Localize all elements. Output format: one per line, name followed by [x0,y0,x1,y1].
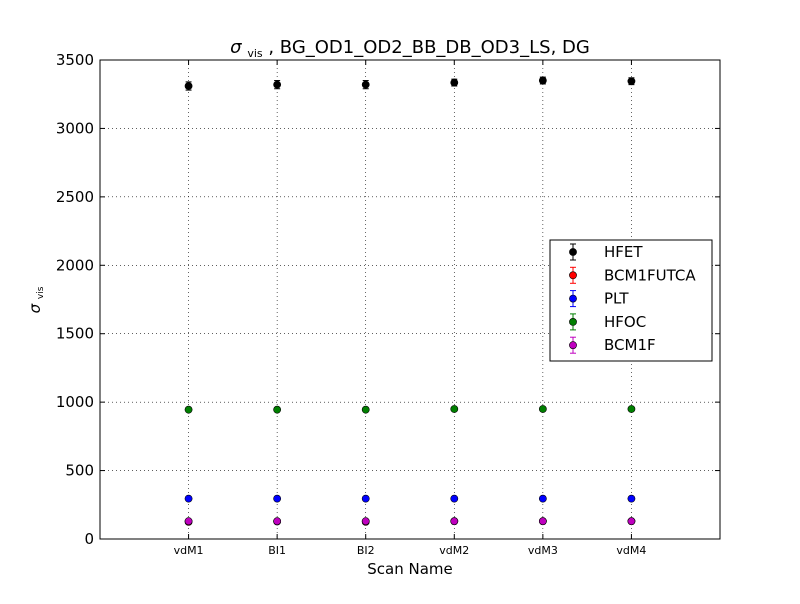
data-point-bcm1f [450,517,459,526]
legend-label: PLT [604,290,629,308]
legend-item-plt: PLT [569,290,629,308]
data-point-hfet [361,80,370,89]
y-tick-label: 1500 [56,325,94,343]
legend-marker [569,317,577,326]
series-plt [184,494,636,503]
legend-label: BCM1FUTCA [604,266,696,284]
legend-marker [569,341,577,350]
data-point-hfoc [538,405,547,413]
legend-item-bcm1f: BCM1F [569,336,656,354]
series-hfet [184,76,636,91]
data-point-hfet [450,78,459,87]
y-tick-label: 2500 [56,188,94,206]
data-point-hfet [538,76,547,85]
y-tick-layer: 0 500 1000 1500 2000 2500 3000 3500 [56,51,720,548]
data-point-plt [450,494,459,503]
data-point-plt [184,494,193,503]
legend-label: HFOC [604,313,646,331]
legend-frame [549,239,713,362]
data-point-hfet [184,82,193,90]
x-tick-label: vdM3 [528,544,558,557]
x-tick-label: vdM2 [439,544,469,557]
data-point-bcm1f [361,517,370,526]
title-text: , BG_OD1_OD2_BB_DB_OD3_LS, DG [268,37,589,58]
series-bcm1futca [184,517,636,526]
legend-item-hfoc: HFOC [569,313,646,331]
y-tick-label: 2000 [56,256,94,274]
title-sigma: σ [230,37,242,58]
data-point-bcm1f [627,517,636,526]
title-subscript: vis [247,47,263,60]
x-tick-label: BI2 [357,544,375,557]
data-point-hfoc [450,405,459,413]
legend-marker [569,271,577,280]
data-point-bcm1f [538,517,547,526]
legend-label: BCM1F [604,336,656,354]
y-label-subscript: vis [36,286,46,299]
x-tick-layer: vdM1 BI1 BI2 vdM2 vdM3 vdM4 [174,60,646,557]
data-point-hfet [273,80,282,89]
data-point-hfoc [273,405,282,414]
legend-marker [569,294,577,303]
y-tick-label: 0 [84,530,94,548]
data-point-bcm1f [273,517,282,526]
data-point-hfoc [627,405,636,413]
data-point-plt [273,494,282,503]
y-label-sigma: σ [26,303,44,313]
data-point-hfoc [361,405,370,414]
data-point-hfoc [184,405,193,414]
data-point-hfet [627,77,636,86]
x-axis-label: Scan Name [367,560,453,578]
x-tick-label: BI1 [268,544,286,557]
data-point-plt [361,494,370,503]
x-tick-label: vdM4 [616,544,646,557]
x-tick-label: vdM1 [174,544,204,557]
series-layer [184,76,636,526]
data-point-plt [538,494,547,503]
data-point-plt [627,494,636,503]
y-tick-label: 1000 [56,393,94,411]
y-tick-label: 3500 [56,51,94,69]
y-tick-label: 500 [65,462,94,480]
series-bcm1f [184,517,636,526]
legend: HFET BCM1FUTCA PLT HFOC BCM1F [549,239,713,362]
y-axis-label: σ vis [26,286,46,313]
legend-items: HFET BCM1FUTCA PLT HFOC BCM1F [569,243,696,354]
legend-label: HFET [604,243,643,261]
legend-marker [569,248,577,256]
legend-item-bcm1futca: BCM1FUTCA [569,266,696,284]
plot-frame [99,59,721,540]
legend-item-hfet: HFET [569,243,643,261]
chart-title: σ vis , BG_OD1_OD2_BB_DB_OD3_LS, DG [230,37,590,62]
data-point-bcm1f [184,517,193,526]
series-hfoc [184,405,636,414]
y-tick-label: 3000 [56,119,94,137]
